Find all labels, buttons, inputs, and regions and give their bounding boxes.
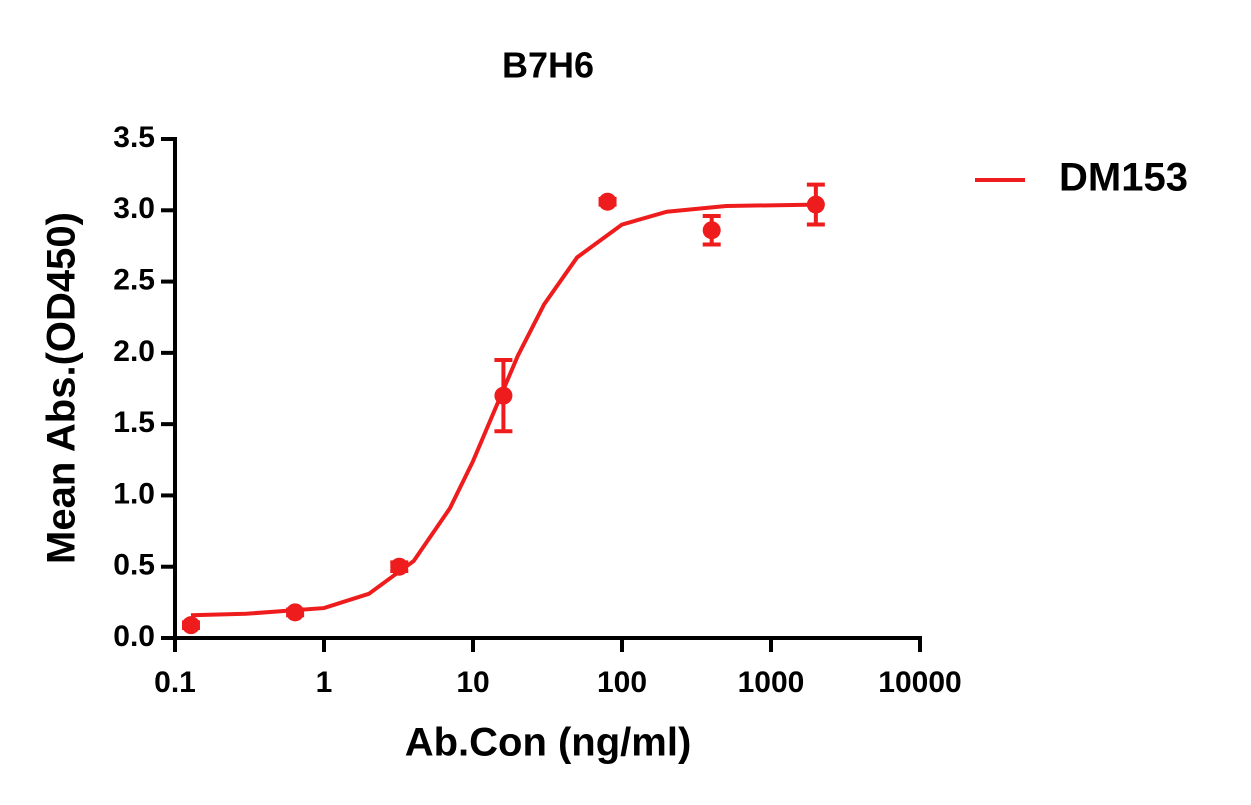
x-tick-label: 1000 (738, 666, 805, 699)
x-tick-label: 100 (597, 666, 647, 699)
data-point (806, 195, 825, 214)
y-tick-label: 1.0 (113, 477, 155, 510)
data-point (390, 557, 409, 576)
data-point (598, 192, 617, 211)
x-axis-label: Ab.Con (ng/ml) (405, 721, 692, 765)
chart-title: B7H6 (502, 45, 594, 86)
y-tick-label: 1.5 (113, 406, 155, 439)
y-tick-label: 3.5 (113, 121, 155, 154)
x-tick-label: 1 (316, 666, 333, 699)
y-tick-label: 3.0 (113, 192, 155, 225)
data-point (181, 616, 200, 635)
y-axis-label: Mean Abs.(OD450) (40, 212, 84, 564)
x-tick-label: 0.1 (154, 666, 196, 699)
x-tick-label: 10000 (878, 666, 961, 699)
data-point (494, 386, 513, 405)
y-tick-label: 0.0 (113, 620, 155, 653)
data-point (702, 221, 721, 240)
y-tick-label: 2.5 (113, 263, 155, 296)
fit-curve (190, 202, 816, 618)
legend-label: DM153 (1059, 156, 1188, 200)
data-point (286, 603, 305, 622)
y-tick-label: 0.5 (113, 549, 155, 582)
y-tick-label: 2.0 (113, 335, 155, 368)
x-tick-label: 10 (456, 666, 489, 699)
